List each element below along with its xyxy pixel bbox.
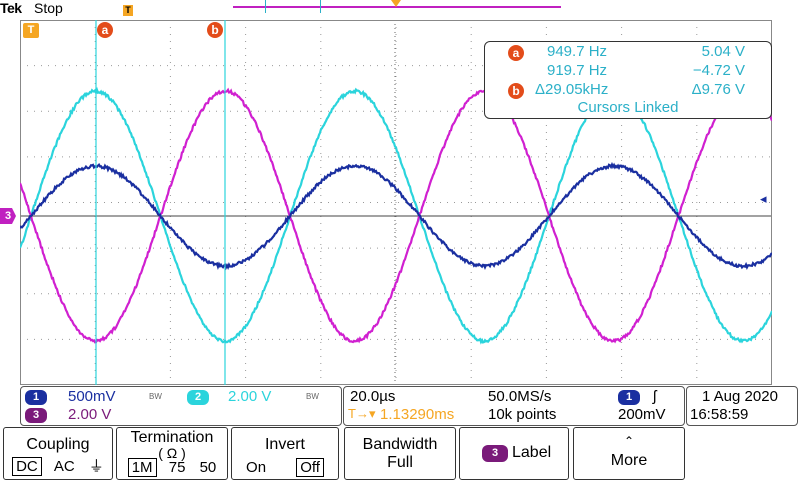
record-length: 10k points	[488, 406, 556, 423]
ch1-bw-limit-icon: BW	[149, 392, 162, 401]
readout-cursor-a-badge: a	[508, 45, 524, 61]
acquisition-status: Stop	[34, 0, 63, 16]
ch2-bw-limit-icon: BW	[306, 392, 319, 401]
label-title: Label	[512, 444, 551, 462]
date-display: 1 Aug 2020	[702, 388, 778, 405]
ch1-ground-marker-icon[interactable]: ◂	[760, 191, 767, 207]
sample-rate: 50.0MS/s	[488, 388, 551, 405]
channel-settings-panel[interactable]: 1 500mV BW 2 2.00 V BW 3 2.00 V	[20, 386, 342, 426]
trigger-marker-icon: T	[123, 5, 133, 16]
termination-menu-button[interactable]: Termination ( Ω ) 1M 75 50	[116, 427, 228, 480]
trigger-position-icon: T→▾	[348, 406, 375, 422]
bandwidth-value: Full	[345, 454, 455, 472]
readout-row-delta: b Δ29.05kHz Δ9.76 V	[485, 81, 771, 101]
more-chevron-icon: ⌃	[574, 434, 684, 448]
termination-50-option[interactable]: 50	[200, 459, 217, 476]
coupling-gnd-icon[interactable]: ⏚	[89, 458, 104, 475]
more-title: More	[574, 452, 684, 470]
bandwidth-menu-button[interactable]: Bandwidth Full	[344, 427, 456, 480]
trigger-level[interactable]: 200mV	[618, 406, 666, 423]
trigger-source-badge[interactable]: 1	[618, 390, 640, 405]
delta-voltage: Δ9.76 V	[692, 81, 745, 98]
cursor-a-frequency: 949.7 Hz	[547, 43, 607, 60]
ch3-scale[interactable]: 2.00 V	[68, 406, 111, 423]
coupling-options: DC AC ⏚	[4, 455, 112, 476]
trigger-position-tag[interactable]: T	[23, 23, 39, 38]
coupling-dc-option[interactable]: DC	[12, 457, 42, 476]
trigger-position-value[interactable]: 1.13290ms	[380, 406, 454, 423]
coupling-ac-option[interactable]: AC	[54, 458, 75, 475]
cursor-b-frequency: 919.7 Hz	[547, 62, 607, 79]
time-display: 16:58:59	[690, 406, 748, 423]
cursor-b-voltage: −4.72 V	[693, 62, 745, 79]
ch1-scale[interactable]: 500mV	[68, 388, 116, 405]
cursor-readout: a 949.7 Hz 5.04 V 919.7 Hz −4.72 V b Δ29…	[484, 41, 772, 119]
record-cursor-b-tick	[320, 0, 321, 13]
invert-options: On Off	[232, 459, 338, 476]
cursor-b-tag[interactable]: b	[207, 22, 223, 38]
more-menu-button[interactable]: ⌃ More	[573, 427, 685, 480]
datetime-panel: 1 Aug 2020 16:58:59	[686, 386, 798, 426]
readout-row-b-values: 919.7 Hz −4.72 V	[485, 62, 771, 82]
coupling-menu-button[interactable]: Coupling DC AC ⏚	[3, 427, 113, 480]
delta-frequency: Δ29.05kHz	[535, 81, 608, 98]
record-cursor-a-tick	[265, 0, 266, 13]
status-bar: Tek Stop T	[0, 0, 800, 20]
label-menu-button[interactable]: 3 Label	[459, 427, 569, 480]
ch3-badge[interactable]: 3	[25, 408, 47, 423]
label-ch3-badge: 3	[482, 445, 508, 462]
invert-on-option[interactable]: On	[246, 459, 266, 476]
brand-logo: Tek	[0, 0, 22, 16]
readout-row-a: a 949.7 Hz 5.04 V	[485, 43, 771, 63]
horizontal-trigger-panel[interactable]: 20.0µs 50.0MS/s T→▾ 1.13290ms 10k points…	[343, 386, 685, 426]
cursor-a-tag[interactable]: a	[97, 22, 113, 38]
cursors-linked-label: Cursors Linked	[485, 99, 771, 116]
bandwidth-title: Bandwidth	[345, 436, 455, 454]
readout-cursor-b-badge: b	[508, 83, 524, 99]
ch2-badge[interactable]: 2	[187, 390, 209, 405]
termination-options: 1M 75 50	[117, 459, 227, 476]
termination-75-option[interactable]: 75	[169, 459, 186, 476]
termination-1m-option[interactable]: 1M	[128, 458, 157, 477]
trigger-slope-icon[interactable]: ʃ	[653, 388, 656, 405]
invert-menu-button[interactable]: Invert On Off	[231, 427, 339, 480]
cursor-a-voltage: 5.04 V	[702, 43, 745, 60]
timebase[interactable]: 20.0µs	[350, 388, 395, 405]
invert-off-option[interactable]: Off	[296, 458, 324, 477]
ch2-scale[interactable]: 2.00 V	[228, 388, 271, 405]
coupling-title: Coupling	[4, 436, 112, 454]
ch3-ground-marker[interactable]: 3	[0, 208, 16, 224]
invert-title: Invert	[232, 436, 338, 454]
ch1-badge[interactable]: 1	[25, 390, 47, 405]
trigger-position-icon[interactable]	[391, 0, 401, 7]
